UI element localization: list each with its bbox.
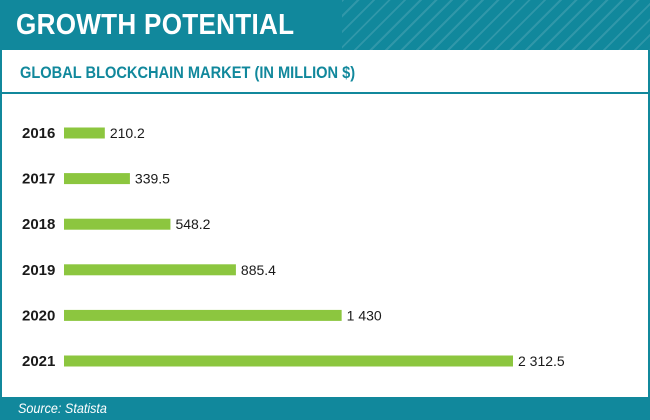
value-label: 210.2 bbox=[110, 125, 145, 141]
subtitle-divider bbox=[2, 92, 648, 94]
bar-2016 bbox=[64, 127, 105, 139]
value-label: 548.2 bbox=[175, 216, 210, 232]
bar-chart: 2016 210.2 2017 339.5 2018 548.2 2019 885.4 2020… bbox=[22, 125, 565, 370]
category-label: 2017 bbox=[22, 171, 55, 188]
category-label: 2019 bbox=[22, 262, 55, 279]
header-solid-area bbox=[2, 0, 342, 50]
bar-2020 bbox=[64, 309, 342, 321]
value-label: 2 312.5 bbox=[518, 353, 565, 369]
bar-2017 bbox=[64, 173, 130, 185]
header-banner: GROWTH POTENTIAL bbox=[2, 0, 650, 50]
chart-subtitle: GLOBAL BLOCKCHAIN MARKET (IN MILLION $) bbox=[20, 63, 356, 82]
category-label: 2016 bbox=[22, 125, 55, 142]
bar-2021 bbox=[64, 355, 513, 367]
value-label: 1 430 bbox=[347, 307, 382, 323]
category-label: 2021 bbox=[22, 353, 55, 370]
page-title: GROWTH POTENTIAL bbox=[16, 9, 295, 41]
source-note: Source: Statista bbox=[18, 400, 107, 416]
value-label: 339.5 bbox=[135, 171, 170, 187]
value-label: 885.4 bbox=[241, 262, 276, 278]
category-label: 2018 bbox=[22, 216, 55, 233]
footer-bar: Source: Statista bbox=[2, 397, 650, 420]
bar-2018 bbox=[64, 218, 171, 230]
category-label: 2020 bbox=[22, 307, 55, 324]
bar-2019 bbox=[64, 264, 236, 276]
